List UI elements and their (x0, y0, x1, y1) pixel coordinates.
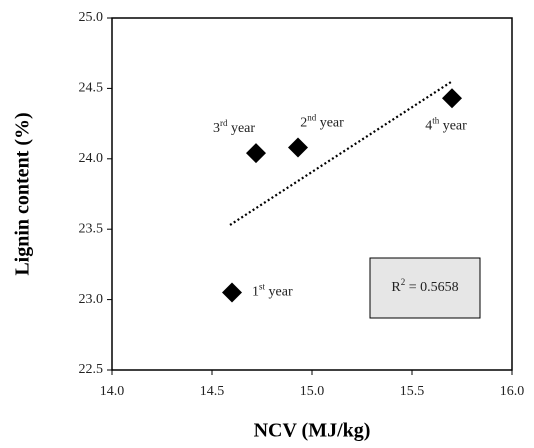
point-label: 3rd year (213, 118, 255, 136)
x-tick-label: 15.5 (400, 384, 425, 399)
trendline (229, 80, 453, 226)
point (288, 137, 308, 158)
point-label-part: year (227, 121, 255, 136)
point-label-part: year (439, 118, 467, 133)
point-label-part: year (316, 116, 344, 131)
point-label-part: 1 (252, 285, 259, 300)
point-label-part: th (432, 115, 440, 125)
x-tick-label: 15.0 (300, 384, 325, 399)
x-axis-title: NCV (MJ/kg) (254, 420, 371, 442)
x-tick-label: 14.0 (100, 384, 125, 399)
y-tick-label: 24.5 (79, 81, 104, 96)
point-label-part: 3 (213, 121, 220, 136)
point-label-part: year (265, 285, 293, 300)
r-squared-part: 2 (401, 277, 406, 287)
y-tick-label: 23.0 (79, 292, 104, 307)
point-label-part: 4 (425, 118, 432, 133)
x-tick-label: 16.0 (500, 384, 525, 399)
y-tick-label: 23.5 (79, 221, 104, 236)
point-label: 2nd year (300, 113, 344, 131)
r-squared-box (369, 257, 481, 319)
point-label: 4th year (425, 115, 467, 133)
point-label-part: nd (307, 113, 317, 123)
point (222, 282, 242, 303)
r-squared-label: R2 = 0.5658 (391, 277, 458, 295)
y-tick-label: 24.0 (79, 151, 104, 166)
point-label-part: st (259, 282, 266, 292)
point-label-part: 2 (300, 116, 307, 131)
r-squared-part: R (391, 280, 401, 295)
r-squared-part: = 0.5658 (405, 280, 458, 295)
y-tick-label: 25.0 (79, 10, 104, 25)
point (246, 143, 266, 164)
point-label: 1st year (252, 282, 293, 300)
point-label-part: rd (220, 118, 228, 128)
point (442, 88, 462, 109)
y-axis-title: Lignin content (%) (12, 112, 34, 275)
y-tick-label: 22.5 (79, 362, 104, 377)
x-tick-label: 14.5 (200, 384, 225, 399)
